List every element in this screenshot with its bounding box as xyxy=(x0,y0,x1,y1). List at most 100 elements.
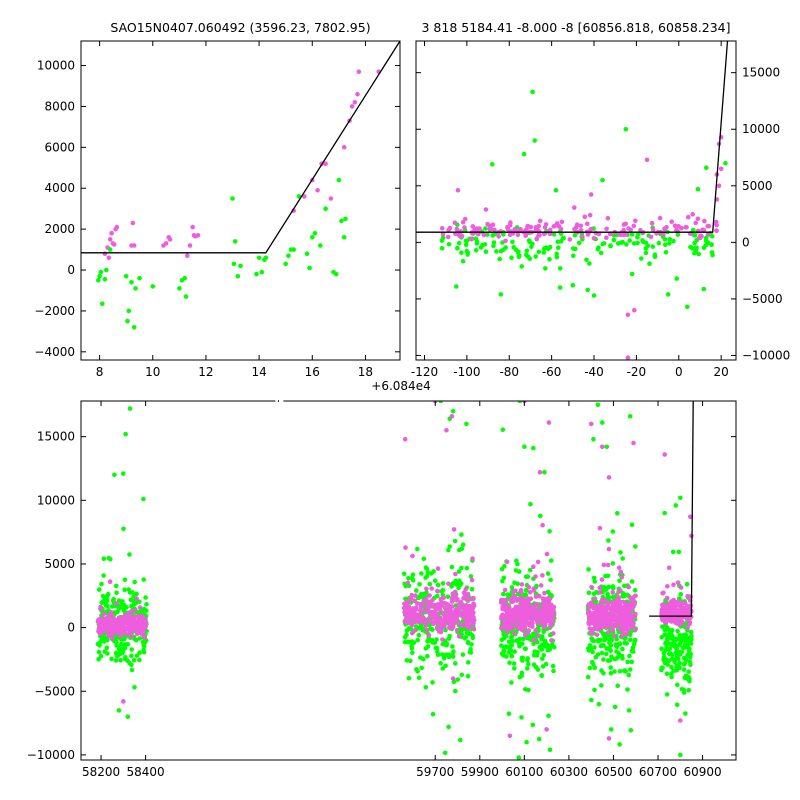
top-left-xtick-label: 18 xyxy=(358,365,373,379)
bottom-cluster-3-magenta-point xyxy=(592,596,598,601)
bottom-cluster-2-magenta-point xyxy=(500,604,506,609)
bottom-cluster-4-green-point xyxy=(680,645,686,651)
bottom-cluster-0-green-point xyxy=(101,573,106,578)
bottom-cluster-4-green-point xyxy=(663,647,669,652)
bottom-cluster-0-magenta-point xyxy=(118,620,123,626)
top-right-band-green-point xyxy=(635,231,641,237)
bottom-cluster-0-magenta-point xyxy=(134,624,140,630)
top-right-band-green-point xyxy=(561,235,566,241)
top-right-band-magenta-point xyxy=(686,214,691,220)
top-right-band-magenta-point xyxy=(676,224,681,229)
bottom-cluster-1-magenta-point xyxy=(429,586,435,591)
top-right-band-magenta-point xyxy=(487,227,493,232)
bottom-cluster-1-green-point xyxy=(414,588,419,593)
top-right-band-magenta-point xyxy=(675,229,680,234)
bottom-cluster-3-magenta-point xyxy=(589,602,595,608)
bottom-cluster-3-green-point xyxy=(622,668,628,673)
bottom-cluster-3-green-point xyxy=(603,573,608,579)
bottom-cluster-3-green-point xyxy=(613,642,619,647)
bottom-cluster-2-green-point xyxy=(506,639,512,645)
bottom-cluster-1-magenta-point xyxy=(451,617,456,622)
bottom-cluster-2-magenta-point xyxy=(544,601,550,607)
bottom-cluster-0-green-point xyxy=(102,639,107,644)
top-right-band-magenta-point xyxy=(454,226,460,232)
bottom-cluster-4-magenta-point xyxy=(687,619,693,625)
bottom-cluster-2-green-point xyxy=(548,577,553,583)
top-right-band-magenta-point xyxy=(701,228,707,233)
bottom-series-0-point xyxy=(591,436,596,442)
bottom-cluster-4-magenta-point xyxy=(688,603,693,608)
top-left-series-0-point xyxy=(131,243,137,248)
bottom-cluster-2-magenta-point xyxy=(549,638,554,643)
top-left-series-1-point xyxy=(150,284,156,289)
bottom-cluster-1-magenta-point xyxy=(413,627,418,633)
bottom-series-0-point xyxy=(430,711,436,717)
top-left-plot-area xyxy=(81,41,400,330)
bottom-cluster-1-green-point xyxy=(465,639,471,645)
bottom-cluster-3-green-point xyxy=(592,665,597,671)
bottom-cluster-2-green-point xyxy=(501,591,506,597)
bottom-cluster-2-magenta-point xyxy=(541,612,547,617)
bottom-cluster-3-green-point xyxy=(608,648,613,653)
bottom-cluster-0-magenta-point xyxy=(137,627,142,633)
bottom-cluster-1-magenta-point xyxy=(453,611,458,616)
bottom-cluster-1-green-point xyxy=(408,658,413,664)
bottom-series-0-point xyxy=(438,401,444,404)
bottom-cluster-1-magenta-point xyxy=(470,556,475,561)
bottom-cluster-0-green-point xyxy=(141,647,146,653)
bottom-cluster-4-green-point xyxy=(686,687,691,693)
bottom-cluster-3-green-point xyxy=(612,669,617,674)
bottom-cluster-0-magenta-point xyxy=(139,631,144,636)
bottom-cluster-0-magenta-point xyxy=(96,626,102,632)
bottom-cluster-3-green-point xyxy=(628,667,633,672)
bottom-series-0-point xyxy=(125,714,131,719)
bottom-cluster-4-green-point xyxy=(681,667,687,672)
bottom-cluster-2-green-point xyxy=(516,569,522,574)
bottom-series-0-point xyxy=(600,420,605,425)
bottom-cluster-0-green-point xyxy=(96,587,102,592)
bottom-cluster-0-green-point xyxy=(117,645,122,651)
bottom-cluster-0-magenta-point xyxy=(122,625,127,631)
bottom-cluster-0-green-point xyxy=(118,658,123,663)
top-left-series-0-point xyxy=(109,230,114,236)
bottom-cluster-0-green-point xyxy=(131,657,137,663)
bottom-cluster-1-green-point xyxy=(421,656,426,662)
bottom-cluster-0-magenta-point xyxy=(118,634,124,639)
top-right-series-0-point xyxy=(532,138,537,143)
top-right-band-magenta-point xyxy=(695,216,701,222)
top-right-series-0-point xyxy=(591,293,597,298)
bottom-cluster-1-green-point xyxy=(457,578,462,584)
bottom-series-1-point xyxy=(600,444,605,450)
bottom-cluster-2-green-point xyxy=(546,713,551,719)
bottom-cluster-1-magenta-point xyxy=(426,633,432,638)
top-right-series-1-point xyxy=(644,157,650,163)
top-right-band-green-point xyxy=(491,243,496,249)
bottom-cluster-3-magenta-point xyxy=(624,631,630,637)
bottom-cluster-2-green-point xyxy=(540,634,545,639)
bottom-series-0-point xyxy=(127,406,133,411)
top-left-series-1-point xyxy=(182,275,187,281)
bottom-cluster-3-green-point xyxy=(617,641,623,646)
bottom-cluster-2-magenta-point xyxy=(520,606,525,612)
top-right-band-magenta-point xyxy=(587,212,593,218)
bottom-cluster-2-green-point xyxy=(537,644,542,650)
bottom-cluster-2-magenta-point xyxy=(527,615,533,620)
bottom-cluster-1-magenta-point xyxy=(470,620,476,625)
top-right-band-magenta-point xyxy=(705,224,710,229)
top-left-series-0-point xyxy=(349,104,355,109)
bottom-cluster-3-green-point xyxy=(620,646,625,652)
top-right-ytick-label: 0 xyxy=(742,235,750,249)
top-right-ytick-label: 10000 xyxy=(742,122,780,136)
bottom-cluster-2-magenta-point xyxy=(536,613,541,619)
bottom-series-1-point xyxy=(444,428,449,433)
top-right-band-green-point xyxy=(527,256,533,262)
bottom-cluster-0-magenta-point xyxy=(114,601,120,606)
bottom-cluster-1-magenta-point xyxy=(403,602,408,608)
top-right-band-magenta-point xyxy=(582,214,588,220)
top-right-band-green-point xyxy=(598,250,604,256)
top-right-band-green-point xyxy=(635,240,640,246)
bottom-cluster-2-magenta-point xyxy=(504,620,509,626)
bottom-cluster-1-green-point xyxy=(440,666,446,671)
bottom-cluster-3-green-point xyxy=(617,578,622,584)
bottom-cluster-1-green-point xyxy=(446,547,451,553)
